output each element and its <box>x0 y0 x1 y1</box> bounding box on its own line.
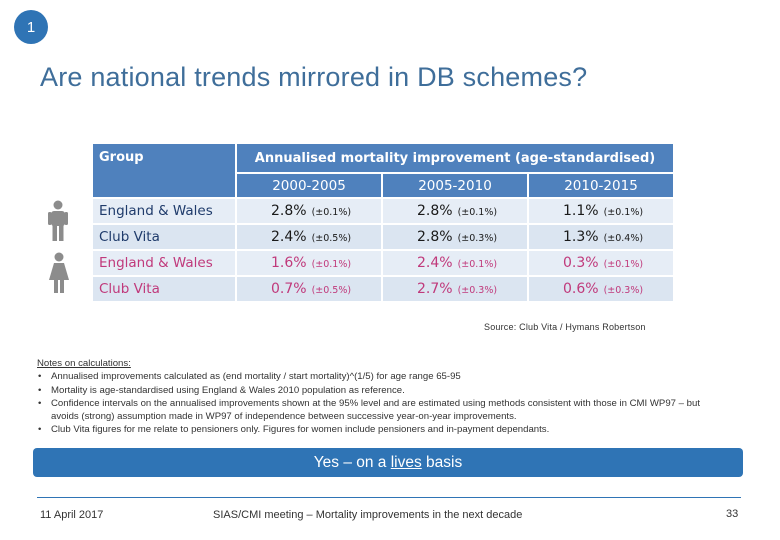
list-item: Mortality is age-standardised using Engl… <box>37 384 727 398</box>
footer-date: 11 April 2017 <box>40 509 104 521</box>
table-cell: 1.1% (±0.1%) <box>527 197 675 225</box>
improvement-value: 0.7% <box>271 281 307 297</box>
row-label: England & Wales <box>91 197 237 225</box>
improvement-value: 2.8% <box>271 203 307 219</box>
male-person-icon <box>48 200 68 241</box>
calculation-notes: Notes on calculations: Annualised improv… <box>37 357 727 437</box>
notes-heading: Notes on calculations: <box>37 358 131 369</box>
banner-emphasis: lives <box>390 453 422 471</box>
header-measure: Annualised mortality improvement (age-st… <box>235 142 675 174</box>
female-person-icon <box>49 252 69 293</box>
improvement-value: 0.6% <box>563 281 599 297</box>
improvement-value: 2.7% <box>417 281 453 297</box>
improvement-value: 0.3% <box>563 255 599 271</box>
source-note: Source: Club Vita / Hymans Robertson <box>484 322 646 332</box>
slide-number: 1 <box>26 18 36 36</box>
table-cell: 2.7% (±0.3%) <box>381 275 529 303</box>
table-cell: 1.6% (±0.1%) <box>235 249 383 277</box>
footer-meeting: SIAS/CMI meeting – Mortality improvement… <box>213 509 523 521</box>
slide-title: Are national trends mirrored in DB schem… <box>40 62 588 92</box>
slide-number-badge: 1 <box>14 10 48 44</box>
table-cell: 2.4% (±0.1%) <box>381 249 529 277</box>
table-row: Club Vita 0.7% (±0.5%) 2.7% (±0.3%) 0.6% (±… <box>91 275 675 303</box>
improvement-value: 1.1% <box>563 203 599 219</box>
table-cell: 1.3% (±0.4%) <box>527 223 675 251</box>
confidence-interval: (±0.5%) <box>311 233 352 244</box>
confidence-interval: (±0.1%) <box>457 207 498 218</box>
list-item: Annualised improvements calculated as (e… <box>37 370 727 384</box>
header-group: Group <box>91 142 237 199</box>
table-row: England & Wales 1.6% (±0.1%) 2.4% (±0.1%) … <box>91 249 675 277</box>
table-row: England & Wales 2.8% (±0.1%) 2.8% (±0.1%) … <box>91 197 675 225</box>
table-cell: 2.8% (±0.1%) <box>235 197 383 225</box>
improvement-value: 2.8% <box>417 229 453 245</box>
table-cell: 0.7% (±0.5%) <box>235 275 383 303</box>
notes-list: Annualised improvements calculated as (e… <box>37 370 727 437</box>
improvement-value: 1.3% <box>563 229 599 245</box>
confidence-interval: (±0.3%) <box>457 285 498 296</box>
table-cell: 2.8% (±0.1%) <box>381 197 529 225</box>
confidence-interval: (±0.3%) <box>457 233 498 244</box>
footer-divider <box>37 497 741 498</box>
table-header-row: Group Annualised mortality improvement (… <box>91 142 675 199</box>
row-label: Club Vita <box>91 223 237 251</box>
confidence-interval: (±0.1%) <box>603 259 644 270</box>
confidence-interval: (±0.5%) <box>311 285 352 296</box>
banner-text-start: Yes – on a <box>313 453 391 471</box>
table-cell: 0.3% (±0.1%) <box>527 249 675 277</box>
row-label: England & Wales <box>91 249 237 277</box>
confidence-interval: (±0.1%) <box>603 207 644 218</box>
improvement-value: 2.8% <box>417 203 453 219</box>
row-label: Club Vita <box>91 275 237 303</box>
list-item: Club Vita figures for me relate to pensi… <box>37 423 727 437</box>
table-cell: 2.8% (±0.3%) <box>381 223 529 251</box>
table-cell: 2.4% (±0.5%) <box>235 223 383 251</box>
conclusion-banner: Yes – on a lives basis <box>33 448 743 477</box>
confidence-interval: (±0.1%) <box>311 207 352 218</box>
table-cell: 0.6% (±0.3%) <box>527 275 675 303</box>
confidence-interval: (±0.3%) <box>603 285 644 296</box>
confidence-interval: (±0.1%) <box>311 259 352 270</box>
page-number: 33 <box>726 508 739 520</box>
table-row: Club Vita 2.4% (±0.5%) 2.8% (±0.3%) 1.3% (±… <box>91 223 675 251</box>
improvement-value: 1.6% <box>271 255 307 271</box>
header-period-3: 2010-2015 <box>527 172 675 199</box>
improvement-value: 2.4% <box>271 229 307 245</box>
mortality-improvement-table: Group Annualised mortality improvement (… <box>91 142 675 303</box>
header-period-2: 2005-2010 <box>381 172 529 199</box>
header-period-1: 2000-2005 <box>235 172 383 199</box>
improvement-value: 2.4% <box>417 255 453 271</box>
list-item: Confidence intervals on the annualised i… <box>37 397 727 424</box>
banner-text-end: basis <box>421 453 463 471</box>
confidence-interval: (±0.4%) <box>603 233 644 244</box>
confidence-interval: (±0.1%) <box>457 259 498 270</box>
table-period-row: 2000-2005 2005-2010 2010-2015 <box>92 172 675 199</box>
